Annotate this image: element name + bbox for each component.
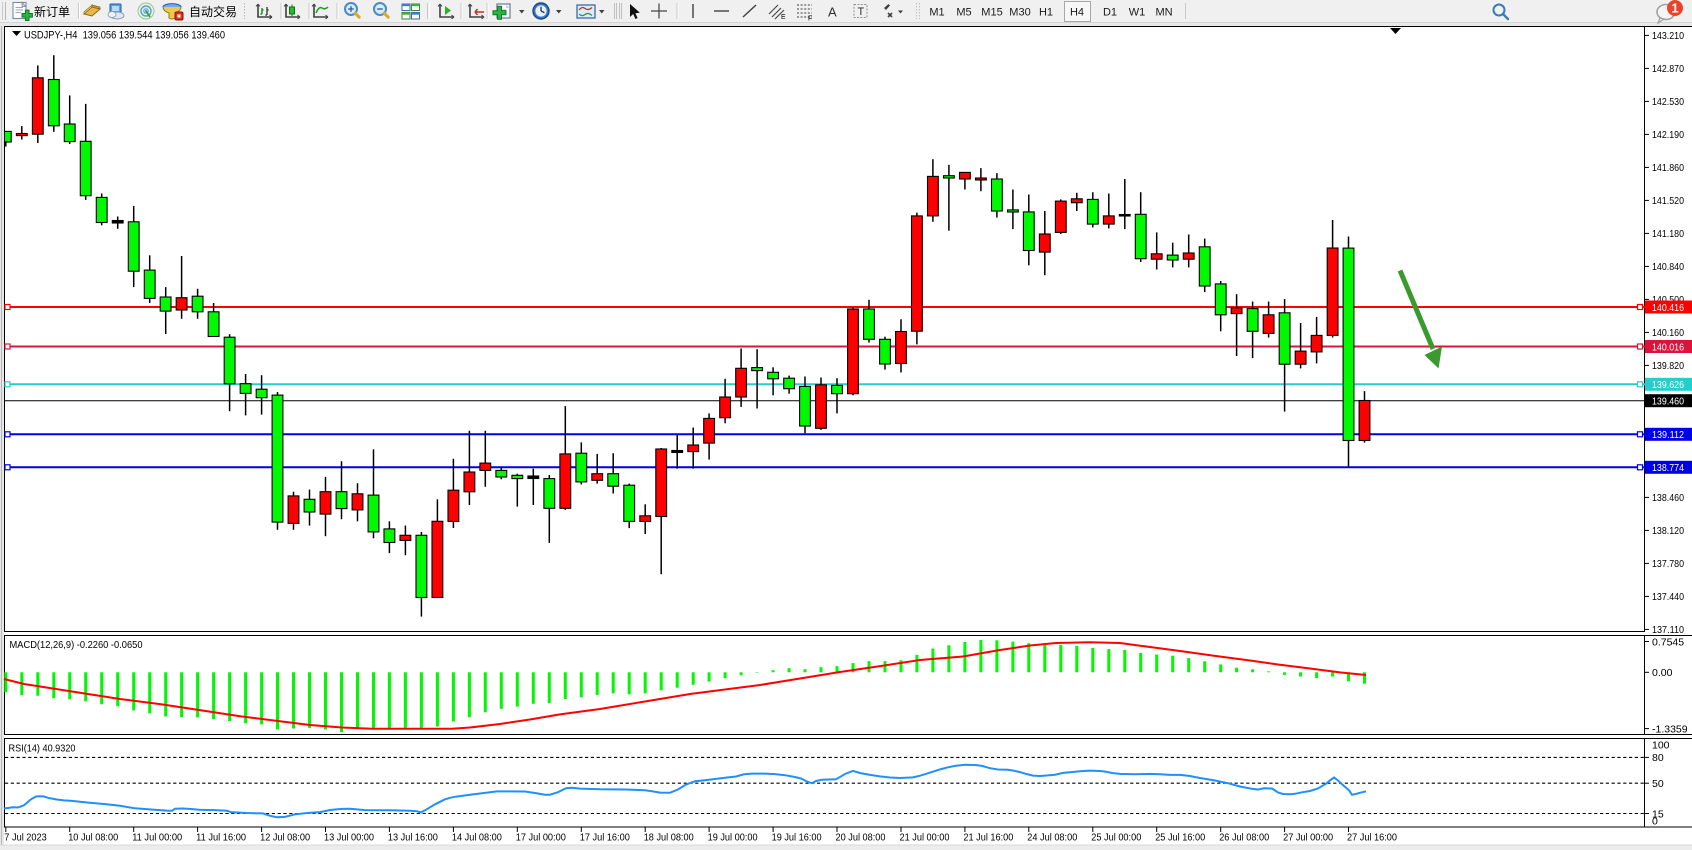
svg-text:14 Jul 08:00: 14 Jul 08:00 <box>452 831 502 843</box>
svg-text:25 Jul 00:00: 25 Jul 00:00 <box>1091 831 1141 843</box>
svg-text:11 Jul 16:00: 11 Jul 16:00 <box>196 831 246 843</box>
svg-text:21 Jul 16:00: 21 Jul 16:00 <box>963 831 1013 843</box>
svg-text:20 Jul 08:00: 20 Jul 08:00 <box>836 831 886 843</box>
svg-text:140.416: 140.416 <box>1652 302 1684 314</box>
svg-text:137.440: 137.440 <box>1652 591 1684 603</box>
svg-text:17 Jul 00:00: 17 Jul 00:00 <box>516 831 566 843</box>
svg-text:USDJPY-,H4 139.056 139.544 13: USDJPY-,H4 139.056 139.544 139.056 139.4… <box>24 30 225 42</box>
svg-text:27 Jul 00:00: 27 Jul 00:00 <box>1283 831 1333 843</box>
svg-text:15: 15 <box>1652 808 1664 820</box>
svg-text:H1: H1 <box>1039 7 1053 19</box>
svg-text:142.530: 142.530 <box>1652 96 1684 108</box>
svg-text:新订单: 新订单 <box>34 4 70 19</box>
svg-text:141.180: 141.180 <box>1652 228 1684 240</box>
svg-text:139.112: 139.112 <box>1652 429 1684 441</box>
svg-text:137.110: 137.110 <box>1652 624 1684 636</box>
svg-text:19 Jul 16:00: 19 Jul 16:00 <box>772 831 822 843</box>
svg-text:80: 80 <box>1652 752 1664 764</box>
svg-text:26 Jul 08:00: 26 Jul 08:00 <box>1219 831 1269 843</box>
svg-text:M1: M1 <box>929 7 944 19</box>
svg-text:17 Jul 16:00: 17 Jul 16:00 <box>580 831 630 843</box>
svg-text:142.190: 142.190 <box>1652 129 1684 141</box>
svg-text:18 Jul 08:00: 18 Jul 08:00 <box>644 831 694 843</box>
svg-text:138.774: 138.774 <box>1652 462 1684 474</box>
svg-text:7 Jul 2023: 7 Jul 2023 <box>4 831 47 843</box>
svg-text:-1.3359: -1.3359 <box>1652 723 1688 735</box>
svg-text:0.00: 0.00 <box>1652 667 1673 679</box>
svg-text:139.460: 139.460 <box>1652 396 1684 408</box>
svg-text:1: 1 <box>1671 1 1678 16</box>
svg-text:M15: M15 <box>981 7 1002 19</box>
svg-text:140.160: 140.160 <box>1652 327 1684 339</box>
svg-text:143.210: 143.210 <box>1652 30 1684 42</box>
svg-text:19 Jul 00:00: 19 Jul 00:00 <box>708 831 758 843</box>
svg-text:T: T <box>858 6 865 18</box>
svg-text:MN: MN <box>1155 7 1172 19</box>
svg-text:A: A <box>828 5 837 20</box>
svg-text:D1: D1 <box>1103 7 1117 19</box>
svg-text:0: 0 <box>1652 816 1658 828</box>
svg-text:自动交易: 自动交易 <box>189 4 237 19</box>
svg-text:24 Jul 08:00: 24 Jul 08:00 <box>1027 831 1077 843</box>
svg-text:138.460: 138.460 <box>1652 492 1684 504</box>
svg-text:13 Jul 16:00: 13 Jul 16:00 <box>388 831 438 843</box>
svg-text:H4: H4 <box>1070 7 1084 19</box>
svg-text:MACD(12,26,9) -0.2260 -0.0650: MACD(12,26,9) -0.2260 -0.0650 <box>10 639 143 651</box>
svg-text:M5: M5 <box>956 7 971 19</box>
svg-text:141.860: 141.860 <box>1652 162 1684 174</box>
svg-text:140.840: 140.840 <box>1652 261 1684 273</box>
svg-text:21 Jul 00:00: 21 Jul 00:00 <box>900 831 950 843</box>
svg-text:M30: M30 <box>1009 7 1030 19</box>
svg-text:142.870: 142.870 <box>1652 63 1684 75</box>
svg-text:11 Jul 00:00: 11 Jul 00:00 <box>132 831 182 843</box>
svg-text:138.120: 138.120 <box>1652 525 1684 537</box>
svg-text:12 Jul 08:00: 12 Jul 08:00 <box>260 831 310 843</box>
svg-text:E: E <box>781 14 786 21</box>
svg-text:50: 50 <box>1652 778 1664 790</box>
svg-text:13 Jul 00:00: 13 Jul 00:00 <box>324 831 374 843</box>
svg-text:100: 100 <box>1652 740 1670 752</box>
svg-text:139.626: 139.626 <box>1652 379 1684 391</box>
svg-text:0.7545: 0.7545 <box>1652 636 1684 648</box>
svg-text:10 Jul 08:00: 10 Jul 08:00 <box>68 831 118 843</box>
svg-text:27 Jul 16:00: 27 Jul 16:00 <box>1347 831 1397 843</box>
svg-text:RSI(14) 40.9320: RSI(14) 40.9320 <box>9 743 76 755</box>
svg-text:140.016: 140.016 <box>1652 341 1684 353</box>
svg-text:139.820: 139.820 <box>1652 360 1684 372</box>
svg-text:25 Jul 16:00: 25 Jul 16:00 <box>1155 831 1205 843</box>
svg-text:F: F <box>808 16 812 23</box>
svg-text:137.780: 137.780 <box>1652 558 1684 570</box>
svg-text:W1: W1 <box>1129 7 1146 19</box>
svg-text:141.520: 141.520 <box>1652 195 1684 207</box>
